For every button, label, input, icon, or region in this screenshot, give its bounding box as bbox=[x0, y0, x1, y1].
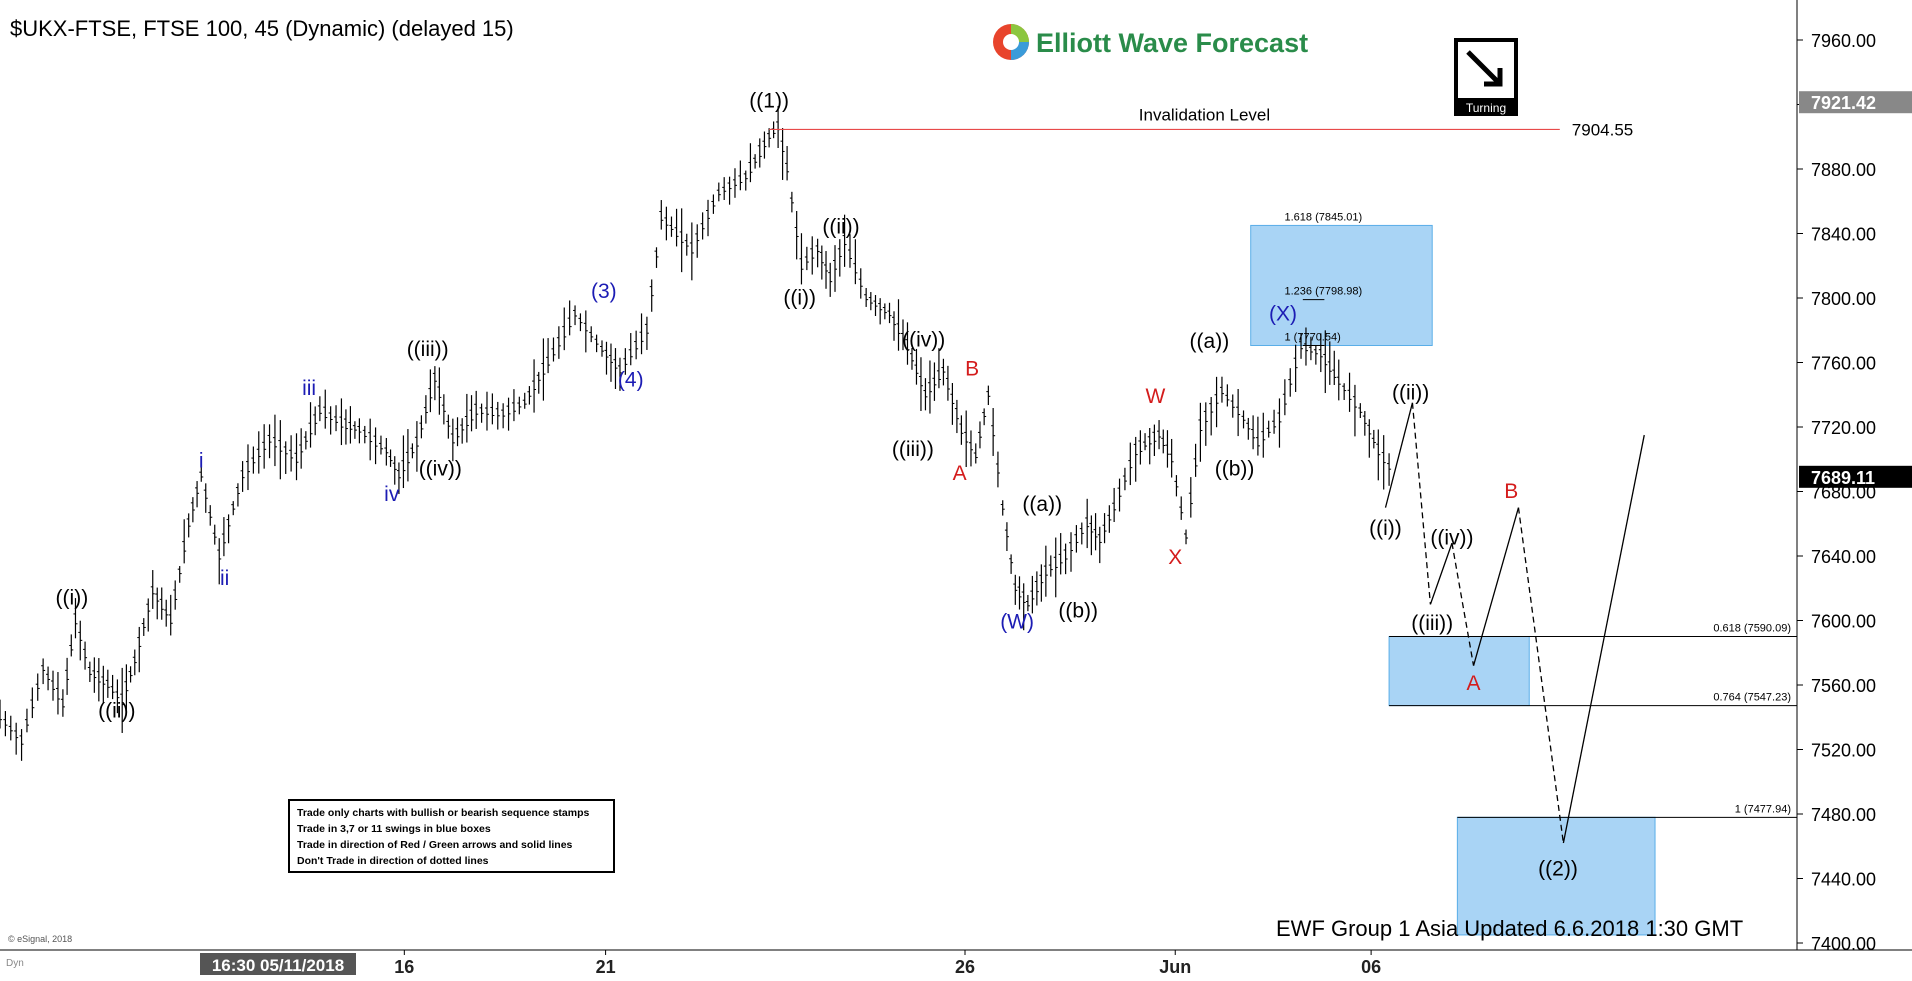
wave-label: X bbox=[1168, 546, 1182, 569]
logo-text: Elliott Wave Forecast bbox=[1036, 28, 1308, 58]
wave-label: ((i)) bbox=[56, 586, 89, 609]
price-label: 7921.42 bbox=[1811, 93, 1876, 113]
y-axis: 7400.00 7440.00 7480.00 7520.00 7560.00 7600.… bbox=[1797, 31, 1912, 954]
fibonacci-levels: 1.618 (7845.01) 1.236 (7798.98) 1 (7770.54… bbox=[1285, 211, 1797, 818]
wave-label: ((iii)) bbox=[1411, 612, 1453, 635]
x-tick-label: 06 bbox=[1361, 957, 1381, 977]
projection-dashed-line bbox=[1517, 507, 1565, 844]
x-axis: 16 21 26 Jun 06 bbox=[394, 950, 1381, 977]
price-label: 7689.11 bbox=[1811, 468, 1875, 488]
wave-label: (W) bbox=[1000, 611, 1034, 634]
wave-label: iii bbox=[302, 377, 316, 400]
fib-label: 1.236 (7798.98) bbox=[1285, 286, 1363, 298]
x-tick-label: 16 bbox=[394, 957, 414, 977]
wave-label: B bbox=[965, 357, 979, 380]
y-tick-label: 7720.00 bbox=[1811, 418, 1876, 438]
rules-box: Trade only charts with bullish or bearis… bbox=[288, 799, 615, 873]
y-tick-label: 7440.00 bbox=[1811, 870, 1876, 890]
wave-label: A bbox=[953, 462, 967, 485]
x-cursor-box bbox=[200, 953, 356, 975]
logo: Elliott Wave Forecast bbox=[993, 24, 1308, 60]
y-tick-label: 7880.00 bbox=[1811, 160, 1876, 180]
wave-label: ((2)) bbox=[1538, 857, 1578, 880]
wave-label: W bbox=[1146, 385, 1166, 408]
x-tick-label: 21 bbox=[596, 957, 616, 977]
wave-label: (3) bbox=[591, 280, 617, 303]
fib-label: 1 (7770.54) bbox=[1285, 332, 1341, 344]
turning-arrow-icon bbox=[1466, 50, 1503, 87]
wave-label: ((iv)) bbox=[1430, 527, 1473, 550]
y-tick-label: 7840.00 bbox=[1811, 225, 1876, 245]
wave-label: (4) bbox=[618, 369, 644, 392]
invalidation-level: Invalidation Level 7904.55 bbox=[769, 105, 1633, 139]
wave-label: ((1)) bbox=[749, 90, 789, 113]
invalidation-value: 7904.55 bbox=[1572, 120, 1633, 139]
y-tick-label: 7520.00 bbox=[1811, 741, 1876, 761]
wave-label: ((ii)) bbox=[822, 216, 859, 239]
y-tick-label: 7960.00 bbox=[1811, 31, 1876, 51]
x-tick-label: 26 bbox=[955, 957, 975, 977]
x-tick-label: Jun bbox=[1159, 957, 1191, 977]
update-text: EWF Group 1 Asia Updated 6.6.2018 1:30 G… bbox=[1276, 916, 1743, 941]
wave-label: ((iv)) bbox=[419, 457, 462, 480]
wave-label: ((i)) bbox=[1369, 517, 1402, 540]
projection-solid-line bbox=[1429, 542, 1453, 605]
wave-label: i bbox=[199, 449, 204, 472]
wave-label: ((b)) bbox=[1215, 457, 1255, 480]
dyn-label: Dyn bbox=[6, 958, 24, 969]
copyright: © eSignal, 2018 bbox=[8, 934, 72, 944]
turning-label: Turning bbox=[1466, 101, 1506, 115]
wave-label: ((a)) bbox=[1022, 493, 1062, 516]
target-boxes bbox=[1250, 224, 1656, 936]
wave-labels: ((i))((ii))iiiiiiiv((iii))((iv))(3)(4)((… bbox=[56, 90, 1578, 881]
wave-label: ((iii)) bbox=[407, 338, 449, 361]
y-tick-label: 7800.00 bbox=[1811, 289, 1876, 309]
projection-dashed-line bbox=[1411, 402, 1432, 605]
wave-label: (X) bbox=[1269, 303, 1297, 326]
projection-solid-line bbox=[1562, 434, 1645, 844]
blue-target-box bbox=[1388, 635, 1530, 707]
rule-3: Trade in direction of Red / Green arrows… bbox=[297, 839, 573, 851]
rule-2: Trade in 3,7 or 11 swings in blue boxes bbox=[297, 823, 491, 835]
y-tick-label: 7600.00 bbox=[1811, 612, 1876, 632]
wave-label: ii bbox=[220, 567, 229, 590]
wave-label: A bbox=[1467, 672, 1481, 695]
chart-title: $UKX-FTSE, FTSE 100, 45 (Dynamic) (delay… bbox=[10, 16, 514, 41]
projection-solid-line bbox=[1472, 507, 1520, 666]
wave-label: ((ii)) bbox=[98, 699, 135, 722]
x-cursor-label: 16:30 05/11/2018 bbox=[212, 956, 344, 975]
projection-dashed-line bbox=[1451, 542, 1475, 666]
wave-label: ((iii)) bbox=[892, 438, 934, 461]
y-tick-label: 7760.00 bbox=[1811, 354, 1876, 374]
projection-solid-line bbox=[1384, 402, 1414, 508]
wave-label: ((b)) bbox=[1058, 599, 1098, 622]
fib-label: 0.618 (7590.09) bbox=[1713, 622, 1791, 634]
rule-1: Trade only charts with bullish or bearis… bbox=[297, 807, 589, 819]
wave-label: ((iv)) bbox=[902, 328, 945, 351]
y-tick-label: 7560.00 bbox=[1811, 676, 1876, 696]
blue-target-box bbox=[1250, 224, 1433, 347]
wave-label: ((i)) bbox=[783, 286, 816, 309]
y-tick-label: 7400.00 bbox=[1811, 934, 1876, 954]
fib-label: 1.618 (7845.01) bbox=[1285, 211, 1363, 223]
wave-label: B bbox=[1504, 480, 1518, 503]
wave-label: ((ii)) bbox=[1392, 382, 1429, 405]
price-bars bbox=[0, 105, 1392, 761]
fib-label: 0.764 (7547.23) bbox=[1713, 692, 1791, 704]
y-tick-label: 7640.00 bbox=[1811, 547, 1876, 567]
turning-badge: Turning bbox=[1454, 38, 1518, 116]
wave-label: iv bbox=[384, 483, 400, 506]
y-tick-label: 7480.00 bbox=[1811, 805, 1876, 825]
price-label-box bbox=[1799, 465, 1912, 488]
wave-label: ((a)) bbox=[1190, 330, 1230, 353]
projection-path bbox=[1384, 402, 1645, 844]
rule-4: Don't Trade in direction of dotted lines bbox=[297, 855, 489, 867]
fib-label: 1 (7477.94) bbox=[1735, 803, 1791, 815]
invalidation-label: Invalidation Level bbox=[1139, 105, 1270, 124]
price-label-box bbox=[1799, 91, 1912, 114]
